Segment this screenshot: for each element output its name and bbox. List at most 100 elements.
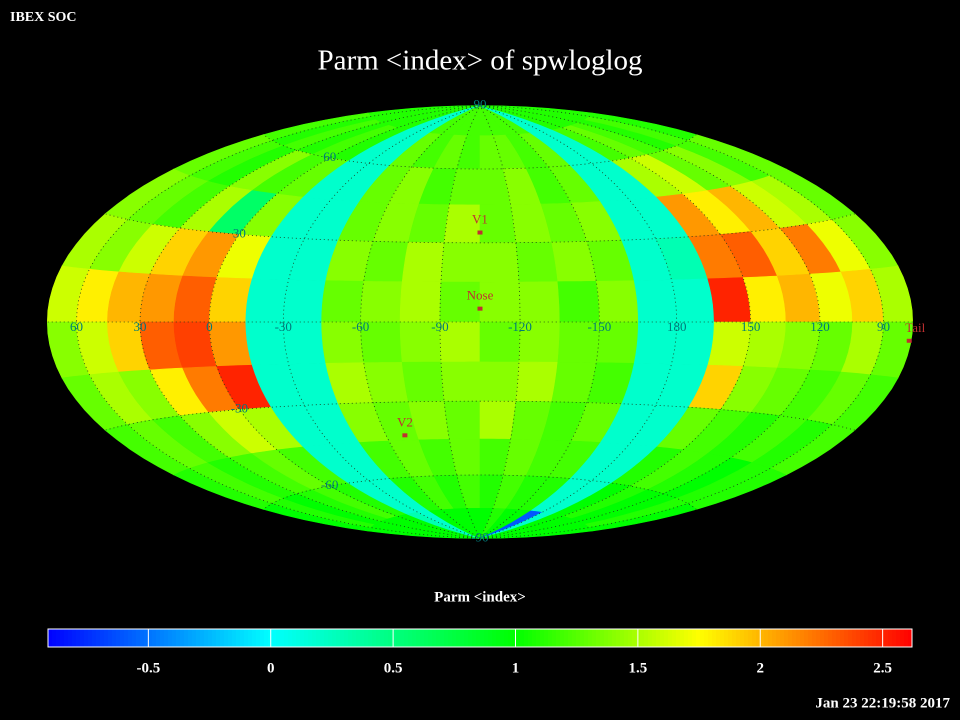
colorbar-swatch <box>332 629 337 647</box>
colorbar-swatch <box>904 629 909 647</box>
colorbar-swatch <box>592 629 597 647</box>
colorbar-swatch <box>316 629 321 647</box>
colorbar-swatch <box>460 629 465 647</box>
map-cell <box>479 400 517 440</box>
colorbar-swatch <box>840 629 845 647</box>
colorbar-swatch <box>256 629 261 647</box>
lon-tick-label: -60 <box>352 319 369 334</box>
colorbar-swatch <box>888 629 893 647</box>
colorbar-swatch <box>192 629 197 647</box>
colorbar-swatch <box>80 629 85 647</box>
colorbar-swatch <box>156 629 161 647</box>
colorbar-swatch <box>644 629 649 647</box>
meridian-line <box>479 105 521 539</box>
marker-label: Tail <box>905 320 925 335</box>
colorbar-swatch <box>344 629 349 647</box>
colorbar-swatch <box>128 629 133 647</box>
colorbar-swatch <box>164 629 169 647</box>
colorbar-swatch <box>652 629 657 647</box>
lat-tick-label: -30 <box>231 401 248 416</box>
colorbar-swatch <box>348 629 353 647</box>
colorbar-swatch <box>504 629 509 647</box>
colorbar-swatch <box>588 629 593 647</box>
map-cell <box>595 280 639 323</box>
meridian-line <box>139 105 481 539</box>
colorbar-swatch <box>312 629 317 647</box>
colorbar-swatch <box>768 629 773 647</box>
colorbar-swatch <box>296 629 301 647</box>
map-cells <box>46 105 914 539</box>
colorbar-swatch <box>372 629 377 647</box>
colorbar-swatch <box>72 629 77 647</box>
colorbar-swatch <box>136 629 141 647</box>
map-cell <box>282 279 327 323</box>
parallel-line <box>105 400 855 431</box>
map-cell <box>479 527 593 539</box>
colorbar-swatch <box>560 629 565 647</box>
colorbar-swatch <box>528 629 533 647</box>
colorbar-swatch <box>784 629 789 647</box>
colorbar-swatch <box>712 629 717 647</box>
colorbar-swatch <box>736 629 741 647</box>
colorbar-swatch <box>492 629 497 647</box>
colorbar-swatch <box>324 629 329 647</box>
colorbar-swatch <box>580 629 585 647</box>
colorbar-swatch <box>584 629 589 647</box>
colorbar-swatch <box>388 629 393 647</box>
colorbar-swatch <box>304 629 309 647</box>
marker-label: V1 <box>472 212 488 227</box>
colorbar-swatch <box>56 629 61 647</box>
colorbar-swatch <box>564 629 569 647</box>
colorbar-swatch <box>748 629 753 647</box>
colorbar-swatch <box>280 629 285 647</box>
colorbar-swatch <box>868 629 873 647</box>
colorbar-swatch <box>864 629 869 647</box>
colorbar-swatch <box>96 629 101 647</box>
lat-tick-label: 90 <box>474 97 487 112</box>
colorbar-swatch <box>424 629 429 647</box>
colorbar-swatch <box>196 629 201 647</box>
colorbar-swatch <box>804 629 809 647</box>
colorbar-swatch <box>876 629 881 647</box>
colorbar-swatch <box>148 629 153 647</box>
colorbar-swatch <box>856 629 861 647</box>
colorbar-swatch <box>108 629 113 647</box>
markers: V1 Nose V2 Tail <box>397 212 926 438</box>
graticule: 60 30 0 -30 -60 -90 -120 -150 180 150 120 90 90 60 30 -… <box>47 97 913 544</box>
colorbar-swatch <box>104 629 109 647</box>
marker-label: V2 <box>397 414 413 429</box>
colorbar-swatch <box>664 629 669 647</box>
colorbar-swatch <box>68 629 73 647</box>
map-cell <box>440 242 481 283</box>
colorbar-swatch <box>468 629 473 647</box>
colorbar-swatch <box>716 629 721 647</box>
colorbar-swatch <box>272 629 277 647</box>
colorbar-swatch <box>76 629 81 647</box>
colorbar-swatch <box>180 629 185 647</box>
colorbar-swatch <box>740 629 745 647</box>
colorbar-swatch <box>692 629 697 647</box>
colorbar-swatch <box>336 629 341 647</box>
colorbar-swatch <box>572 629 577 647</box>
colorbar-swatch <box>120 629 125 647</box>
colorbar-swatch <box>720 629 725 647</box>
colorbar-tick-label: 2 <box>756 660 764 676</box>
colorbar-swatch <box>204 629 209 647</box>
colorbar-swatch <box>708 629 713 647</box>
lat-tick-label: 60 <box>323 149 336 164</box>
colorbar-swatch <box>300 629 305 647</box>
map-cell <box>671 278 715 323</box>
colorbar-swatch <box>772 629 777 647</box>
colorbar-swatch <box>824 629 829 647</box>
colorbar-swatch <box>632 629 637 647</box>
lon-tick-label: -120 <box>508 319 532 334</box>
map-cell <box>321 280 365 323</box>
colorbar-swatch <box>612 629 617 647</box>
colorbar-swatch <box>216 629 221 647</box>
colorbar-swatch <box>440 629 445 647</box>
colorbar-swatch <box>176 629 181 647</box>
colorbar-swatch <box>844 629 849 647</box>
colorbar-swatch <box>728 629 733 647</box>
timestamp: Jan 23 22:19:58 2017 <box>815 695 950 711</box>
map-cell <box>440 361 481 402</box>
